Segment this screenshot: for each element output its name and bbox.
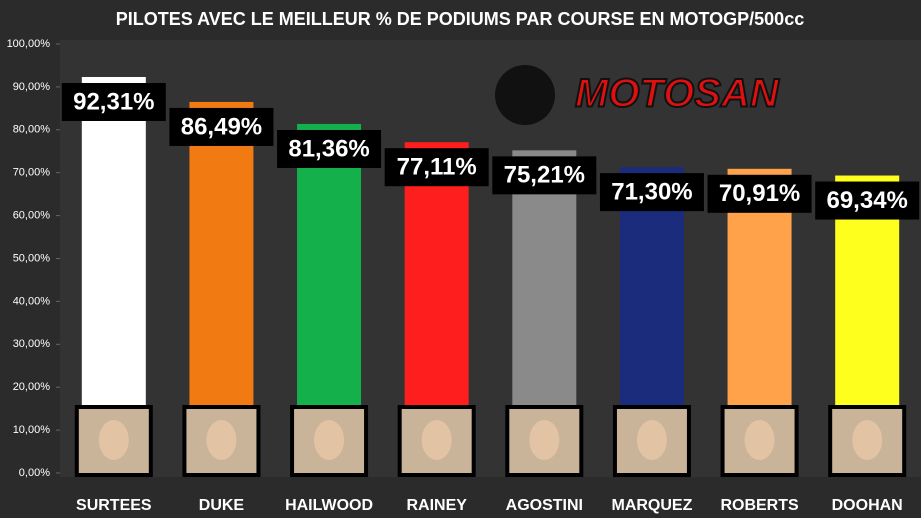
x-tick-label: RAINEY (406, 497, 467, 514)
x-tick-label: AGOSTINI (506, 497, 583, 514)
x-tick-label: SURTEES (76, 497, 152, 514)
chart-title: PILOTES AVEC LE MEILLEUR % DE PODIUMS PA… (116, 9, 804, 29)
y-tick-label: 80,00% (13, 124, 51, 136)
x-tick-label: DOOHAN (832, 497, 903, 514)
y-tick-label: 90,00% (13, 81, 51, 93)
value-label-box (169, 107, 274, 146)
rider-face (421, 420, 452, 460)
x-tick-label: DUKE (199, 497, 245, 514)
value-label: 81,36% (288, 135, 369, 162)
value-label-box (384, 148, 489, 187)
y-tick-label: 60,00% (13, 210, 51, 222)
value-label: 75,21% (504, 162, 585, 189)
value-label: 70,91% (719, 180, 800, 207)
rider-face (98, 420, 129, 460)
y-tick-label: 30,00% (13, 338, 51, 350)
x-tick-label: MARQUEZ (611, 497, 692, 514)
rider-face (636, 420, 667, 460)
value-label: 92,31% (73, 88, 154, 115)
value-label: 69,34% (826, 187, 907, 214)
y-tick-label: 20,00% (13, 381, 51, 393)
y-tick-label: 10,00% (13, 424, 51, 436)
y-tick-label: 100,00% (7, 38, 51, 50)
value-label: 77,11% (397, 154, 477, 181)
rider-face (744, 420, 775, 460)
rider-face (852, 420, 883, 460)
value-label-box (815, 181, 920, 220)
y-tick-label: 0,00% (19, 467, 50, 479)
value-label: 71,30% (611, 178, 692, 205)
logo-rider (495, 65, 555, 125)
logo: MOTOSAN (495, 65, 781, 125)
x-tick-label: HAILWOOD (285, 497, 373, 514)
logo-text: MOTOSAN (575, 72, 780, 116)
rider-photo (182, 405, 261, 477)
rider-face (314, 420, 345, 460)
value-label-box (277, 129, 382, 168)
value-label-box (492, 156, 597, 195)
value-label-box (707, 174, 812, 213)
value-label: 86,49% (181, 113, 262, 140)
value-label-box (61, 82, 166, 121)
y-tick-label: 40,00% (13, 295, 51, 307)
rider-face (529, 420, 560, 460)
y-tick-label: 70,00% (13, 167, 51, 179)
rider-face (206, 420, 237, 460)
rider-photo (828, 405, 907, 477)
y-tick-label: 50,00% (13, 252, 51, 264)
x-tick-label: ROBERTS (720, 497, 799, 514)
value-label-box (599, 173, 704, 212)
